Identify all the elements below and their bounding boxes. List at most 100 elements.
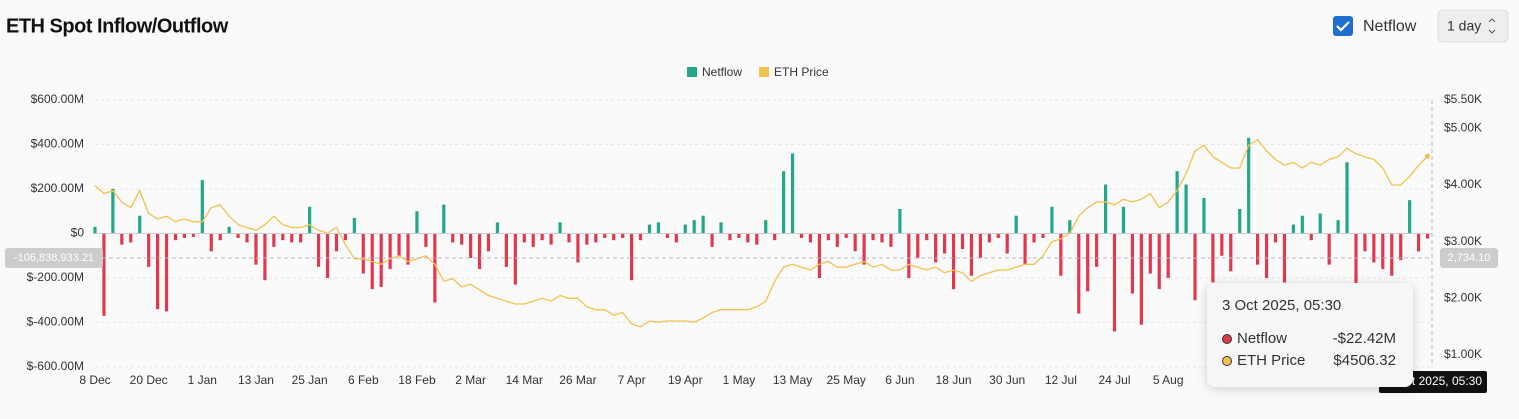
checkbox[interactable] (1333, 16, 1353, 36)
bar (647, 224, 652, 234)
bar (433, 233, 437, 303)
bar (835, 233, 839, 247)
bar (1086, 233, 1090, 292)
bar (1425, 233, 1430, 239)
x-tick-label: 8 Dec (79, 373, 110, 387)
bar (1095, 233, 1099, 267)
bar (773, 233, 777, 241)
bar (1130, 233, 1135, 294)
hover-point (1425, 153, 1431, 159)
bar (1014, 215, 1018, 234)
bar (182, 233, 187, 238)
bar (308, 206, 312, 234)
crosshair-y2-label: 2,734.10 (1448, 252, 1491, 264)
bar (236, 233, 240, 238)
bar (388, 233, 392, 270)
x-tick-label: 1 May (723, 373, 756, 387)
bar (1229, 233, 1233, 272)
bar (1372, 233, 1376, 263)
bar (1399, 233, 1403, 261)
bar (1238, 209, 1242, 234)
bar (424, 233, 428, 247)
bar (969, 233, 974, 276)
x-tick-label: 18 Jun (936, 373, 972, 387)
bar (102, 233, 106, 316)
interval-select[interactable] (1437, 9, 1509, 43)
legend-swatch (759, 67, 769, 77)
y-tick-label: $600.00M (31, 92, 84, 106)
interval-label[interactable]: 1 day (1447, 18, 1481, 34)
bar (719, 222, 723, 234)
bar (451, 233, 455, 243)
bar (603, 233, 607, 238)
bar (1184, 184, 1188, 234)
bar (93, 226, 97, 234)
bar (209, 233, 213, 252)
bar (844, 233, 848, 238)
price-line (94, 138, 1428, 328)
bar (316, 233, 321, 267)
bar (1220, 233, 1224, 256)
bar (665, 233, 669, 238)
bar (1121, 206, 1126, 234)
y-tick-label: $-200.00M (27, 270, 84, 284)
tooltip-value: -$22.42M (1333, 330, 1396, 347)
bar (263, 233, 267, 281)
tooltip-value: $4506.32 (1333, 352, 1396, 369)
bar (486, 233, 491, 252)
bar (987, 233, 991, 243)
y-tick-label: $-600.00M (27, 359, 84, 373)
bar (925, 233, 929, 241)
bar (960, 233, 965, 250)
bar (808, 233, 813, 243)
y2-tick-label: $3.00K (1444, 234, 1482, 248)
bar (728, 233, 732, 241)
bar (674, 233, 678, 243)
bar (629, 233, 634, 281)
bar (1264, 233, 1269, 278)
bar (1175, 171, 1179, 234)
bar (442, 204, 446, 234)
bar (272, 233, 276, 247)
bar (996, 233, 1000, 238)
bar (1202, 197, 1206, 234)
bar (701, 215, 705, 234)
bar (1005, 233, 1009, 254)
bar (1050, 206, 1054, 234)
bar (683, 224, 687, 234)
y-tick-label: $0 (71, 226, 85, 240)
toggle-label[interactable]: Netflow (1363, 18, 1417, 35)
bar (1139, 233, 1143, 325)
tooltip-name: Netflow (1237, 330, 1287, 347)
bar (567, 233, 571, 243)
bar (1103, 184, 1108, 234)
title: ETH Spot Inflow/Outflow (6, 15, 229, 37)
y2-tick-label: $5.00K (1444, 121, 1482, 135)
x-tick-label: 13 Jan (238, 373, 274, 387)
y-tick-label: $200.00M (31, 181, 84, 195)
bar (1068, 220, 1072, 234)
bar (1300, 215, 1304, 234)
bar (1032, 233, 1036, 243)
bar (594, 233, 598, 243)
bar (1256, 233, 1260, 265)
bar (164, 233, 169, 312)
bar (638, 233, 643, 241)
bar (1247, 137, 1251, 234)
x-tick-label: 13 May (773, 373, 812, 387)
bar (245, 233, 249, 243)
crosshair-y-label: -106,838,933.21 (14, 252, 94, 264)
bar (1077, 233, 1081, 314)
bar (147, 233, 151, 267)
bar (1408, 200, 1412, 234)
bar (585, 233, 589, 245)
bar (1282, 233, 1287, 283)
bar (782, 171, 786, 234)
bar (1327, 233, 1331, 265)
y2-tick-label: $4.00K (1444, 177, 1482, 191)
bar (558, 222, 562, 234)
bar (469, 233, 473, 258)
x-tick-label: 30 Jun (989, 373, 1025, 387)
bar (576, 233, 580, 263)
